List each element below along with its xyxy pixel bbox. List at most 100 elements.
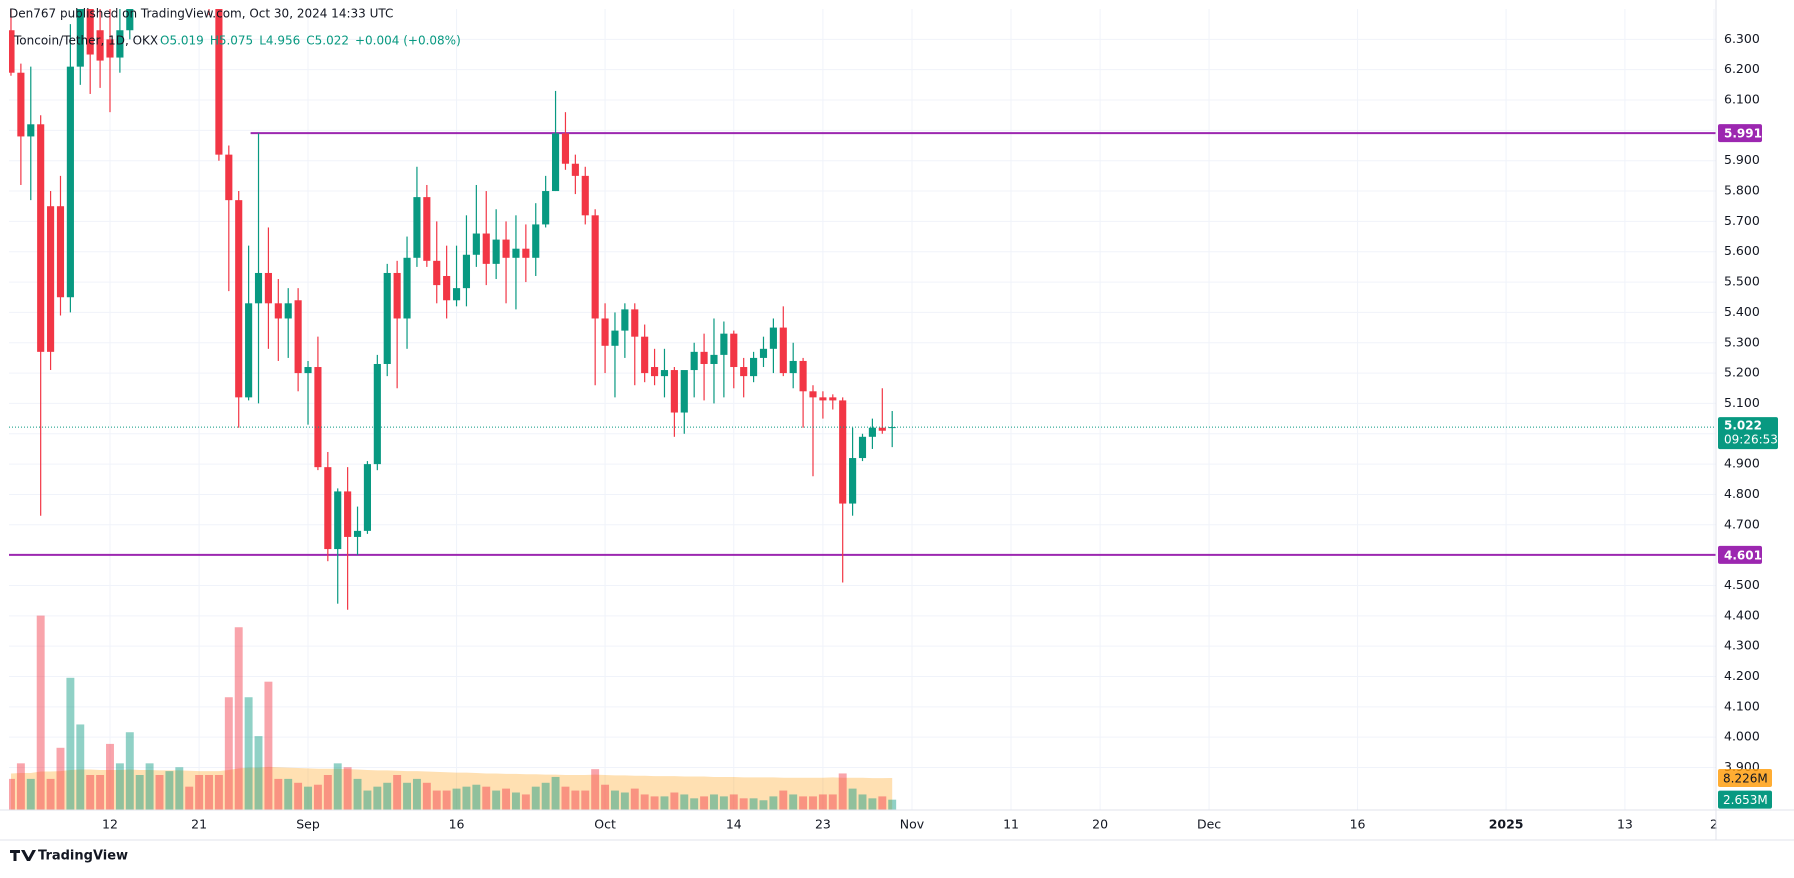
volume-bar xyxy=(492,790,501,810)
volume-bar xyxy=(135,775,144,810)
x-tick-label: 14 xyxy=(726,817,742,832)
volume-bar xyxy=(818,794,827,810)
candle-body xyxy=(700,351,708,364)
candle-body xyxy=(660,370,669,377)
volume-bar xyxy=(472,784,481,810)
y-tick-label: 5.800 xyxy=(1724,183,1760,198)
volume-bar xyxy=(888,799,897,810)
candle-body xyxy=(858,436,867,459)
candle-body xyxy=(274,303,282,319)
volume-bar xyxy=(244,697,253,810)
volume-bar xyxy=(125,732,134,810)
y-tick-label: 6.200 xyxy=(1724,61,1760,76)
candle-body xyxy=(611,330,619,346)
volume-bar xyxy=(383,782,392,810)
price-label: 5.022 xyxy=(1724,419,1762,433)
y-tick-label: 5.700 xyxy=(1724,213,1760,228)
x-tick-label: Sep xyxy=(296,817,320,832)
x-tick-label: 23 xyxy=(815,817,831,832)
candle-body xyxy=(621,309,629,331)
volume-bar xyxy=(551,776,560,810)
volume-bar xyxy=(729,794,738,810)
volume-bar xyxy=(809,796,817,810)
candle-body xyxy=(116,30,124,58)
volume-bar xyxy=(601,784,610,810)
volume-bar xyxy=(205,775,213,810)
volume-bar xyxy=(452,788,461,810)
volume-label-box xyxy=(1718,790,1772,809)
volume-bar xyxy=(690,798,699,810)
candle-body xyxy=(888,427,896,429)
candle-body xyxy=(690,351,698,371)
candle-body xyxy=(512,248,520,258)
volume-bar xyxy=(155,775,164,810)
y-tick-label: 4.200 xyxy=(1724,668,1760,683)
candle-body xyxy=(839,400,847,504)
x-tick-label: 11 xyxy=(1003,817,1019,832)
volume-bar xyxy=(611,790,619,810)
candle-body xyxy=(799,360,807,392)
volume-bar xyxy=(541,782,550,810)
y-tick-label: 4.800 xyxy=(1724,486,1760,501)
candle-body xyxy=(601,318,609,346)
x-tick-label: 13 xyxy=(1617,817,1633,832)
candle-body xyxy=(462,254,471,289)
candle-body xyxy=(433,260,441,286)
volume-bar xyxy=(739,798,748,810)
volume-bar xyxy=(313,784,322,810)
candle-body xyxy=(373,363,381,465)
volume-bar xyxy=(749,798,758,810)
volume-bar xyxy=(86,775,95,810)
candle-body xyxy=(294,300,302,374)
candle-body xyxy=(532,224,540,258)
volume-bar xyxy=(660,796,669,810)
volume-bar xyxy=(304,786,312,810)
volume-bar xyxy=(838,773,847,810)
y-tick-label: 5.500 xyxy=(1724,274,1760,289)
candle-body xyxy=(334,491,342,550)
candle-body xyxy=(393,272,401,319)
ohlc-legend-value: H5.075 xyxy=(210,34,253,48)
volume-bar xyxy=(224,697,233,810)
volume-bar xyxy=(66,677,75,810)
x-tick-label: 2 xyxy=(1710,817,1718,832)
candle-body xyxy=(383,272,391,364)
x-tick-label: 2025 xyxy=(1489,817,1524,832)
y-tick-label: 4.100 xyxy=(1724,698,1760,713)
candle-body xyxy=(849,458,857,504)
axes: 3.9004.0004.1004.2004.3004.4004.5004.600… xyxy=(102,31,1778,832)
volume-bar xyxy=(769,796,778,810)
candle-body xyxy=(403,257,411,319)
volume-bar xyxy=(175,767,184,810)
candle-body xyxy=(740,367,748,377)
x-tick-label: 12 xyxy=(102,817,118,832)
candle-body xyxy=(829,397,837,401)
volume-bar xyxy=(363,790,372,810)
level-label-box xyxy=(1718,545,1762,564)
volume-bar xyxy=(511,792,520,810)
volume-ma-label: 8.226M xyxy=(1723,772,1768,786)
candle-body xyxy=(452,288,461,301)
volume-bar xyxy=(234,627,243,810)
y-tick-label: 4.000 xyxy=(1724,729,1760,744)
volume-bar xyxy=(284,778,293,810)
volume-bar xyxy=(9,778,15,810)
candle-body xyxy=(9,30,15,73)
x-tick-label: 20 xyxy=(1092,817,1108,832)
candle-body xyxy=(245,303,253,398)
level-label: 5.991 xyxy=(1724,127,1762,141)
candle-body xyxy=(789,360,797,374)
candle-body xyxy=(750,357,758,377)
volume-bar xyxy=(799,796,808,810)
candle-body xyxy=(225,154,233,201)
volume-bar xyxy=(56,747,65,810)
candle-body xyxy=(17,72,25,137)
volume-bar xyxy=(36,615,45,810)
y-tick-label: 4.900 xyxy=(1724,456,1760,471)
volume-bar xyxy=(373,786,382,810)
volume-bar xyxy=(571,790,580,810)
volume-bar xyxy=(502,788,511,810)
level-label: 4.601 xyxy=(1724,548,1762,562)
volume-bar xyxy=(323,775,332,810)
